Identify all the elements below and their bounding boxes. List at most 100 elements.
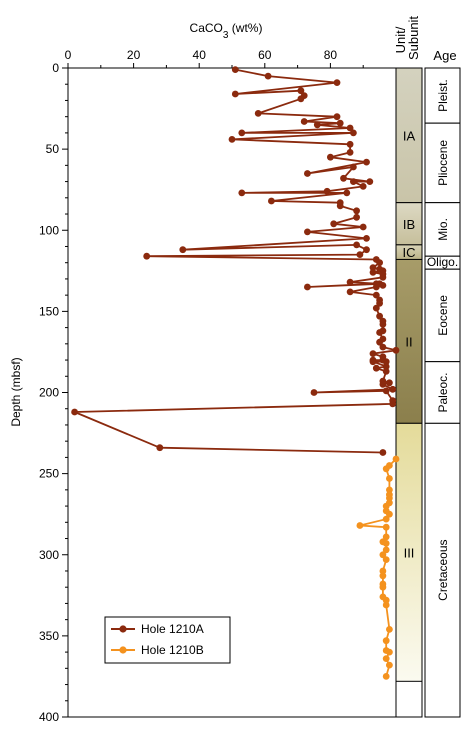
data-point: [231, 90, 239, 98]
data-point: [359, 183, 367, 190]
data-point: [386, 494, 393, 502]
data-point: [343, 189, 351, 197]
data-point: [379, 282, 387, 289]
data-point: [356, 522, 364, 529]
data-point: [376, 312, 383, 320]
unit-header-line2: Subunit: [406, 16, 421, 60]
x-tick-label-0: 0: [65, 48, 72, 62]
data-point: [382, 637, 390, 645]
y-tick-label-1: 50: [46, 142, 60, 156]
data-point: [369, 269, 377, 276]
data-point: [392, 346, 400, 354]
data-point: [379, 449, 387, 456]
legend-marker-1210a: [119, 625, 127, 633]
x-axis-ticks: 0 20 40 60 80: [65, 48, 364, 68]
unit-band-ib: [395, 202, 423, 246]
unit-band-ii: [395, 258, 423, 424]
data-point: [350, 129, 357, 137]
y-axis-title: Depth (mbsf): [9, 357, 23, 426]
age-header: Age: [433, 48, 456, 63]
data-point: [333, 113, 341, 121]
data-point: [346, 278, 354, 286]
y-tick-label-8: 400: [39, 710, 59, 724]
data-point: [359, 223, 367, 231]
x-axis-title: CaCO3 (wt%): [190, 21, 263, 41]
age-band-0: [424, 67, 461, 124]
data-point: [382, 601, 390, 609]
data-point: [353, 213, 360, 221]
data-point: [350, 163, 357, 171]
data-point: [336, 202, 344, 210]
data-point: [363, 246, 370, 254]
y-axis-ticks: 0 50 100 150 200 250 300 350 400: [39, 61, 68, 724]
age-band-4: [424, 268, 461, 363]
age-label-1: Pliocene: [436, 140, 450, 186]
data-point: [382, 533, 390, 541]
data-point: [369, 264, 377, 271]
data-point: [389, 400, 397, 408]
data-point: [386, 661, 393, 669]
series-1: [356, 455, 400, 680]
data-point: [382, 540, 390, 547]
y-tick-label-3: 150: [39, 304, 59, 318]
data-point: [376, 338, 383, 346]
data-point: [376, 259, 383, 267]
data-point: [304, 228, 311, 236]
data-point: [379, 321, 387, 328]
x-axis-title-subscript: 3: [223, 30, 229, 41]
data-point: [382, 368, 390, 375]
x-axis-title-unit: (wt%): [228, 21, 262, 35]
age-label-2: Mio.: [436, 218, 450, 241]
x-tick-label-2: 40: [193, 48, 207, 62]
data-point: [382, 515, 390, 523]
data-point: [310, 389, 318, 396]
unit-band-ia: [395, 67, 423, 204]
y-tick-label-7: 350: [39, 629, 59, 643]
age-band-5: [424, 361, 461, 424]
data-point: [382, 363, 390, 370]
data-point: [386, 486, 393, 494]
data-point: [389, 385, 397, 393]
data-point: [327, 153, 334, 161]
data-point: [382, 655, 390, 662]
unit-label-ib: IB: [403, 217, 415, 232]
series-0: [71, 66, 400, 456]
data-point: [346, 288, 354, 296]
data-point: [356, 251, 364, 258]
x-tick-label-4: 80: [324, 48, 338, 62]
data-point: [382, 387, 390, 395]
age-label-3: Oligo.: [427, 255, 458, 269]
legend: Hole 1210A Hole 1210B: [104, 616, 231, 664]
data-point: [363, 235, 370, 242]
data-point: [71, 408, 78, 416]
x-tick-label-3: 60: [258, 48, 272, 62]
legend-label-1210b: Hole 1210B: [141, 643, 204, 657]
data-point: [238, 129, 246, 137]
data-point: [376, 329, 383, 336]
data-point: [346, 149, 354, 156]
data-point: [330, 220, 338, 228]
data-point: [297, 95, 305, 103]
data-point: [268, 197, 275, 205]
data-point: [379, 273, 387, 281]
data-point: [379, 572, 387, 580]
data-point: [379, 381, 387, 388]
data-point: [228, 136, 236, 143]
data-point: [297, 87, 305, 95]
data-point: [382, 465, 390, 473]
age-label-4: Eocene: [436, 295, 450, 336]
data-point: [346, 140, 354, 148]
y-tick-label-6: 300: [39, 548, 59, 562]
data-point: [304, 170, 311, 177]
y-tick-label-5: 250: [39, 467, 59, 481]
data-point: [379, 343, 387, 351]
x-axis-title-main: CaCO: [190, 21, 223, 35]
data-point: [346, 124, 354, 132]
age-band-6: [424, 422, 461, 718]
data-point: [382, 596, 390, 604]
data-point: [386, 626, 393, 633]
legend-label-1210a: Hole 1210A: [141, 622, 204, 636]
data-point: [382, 502, 390, 510]
